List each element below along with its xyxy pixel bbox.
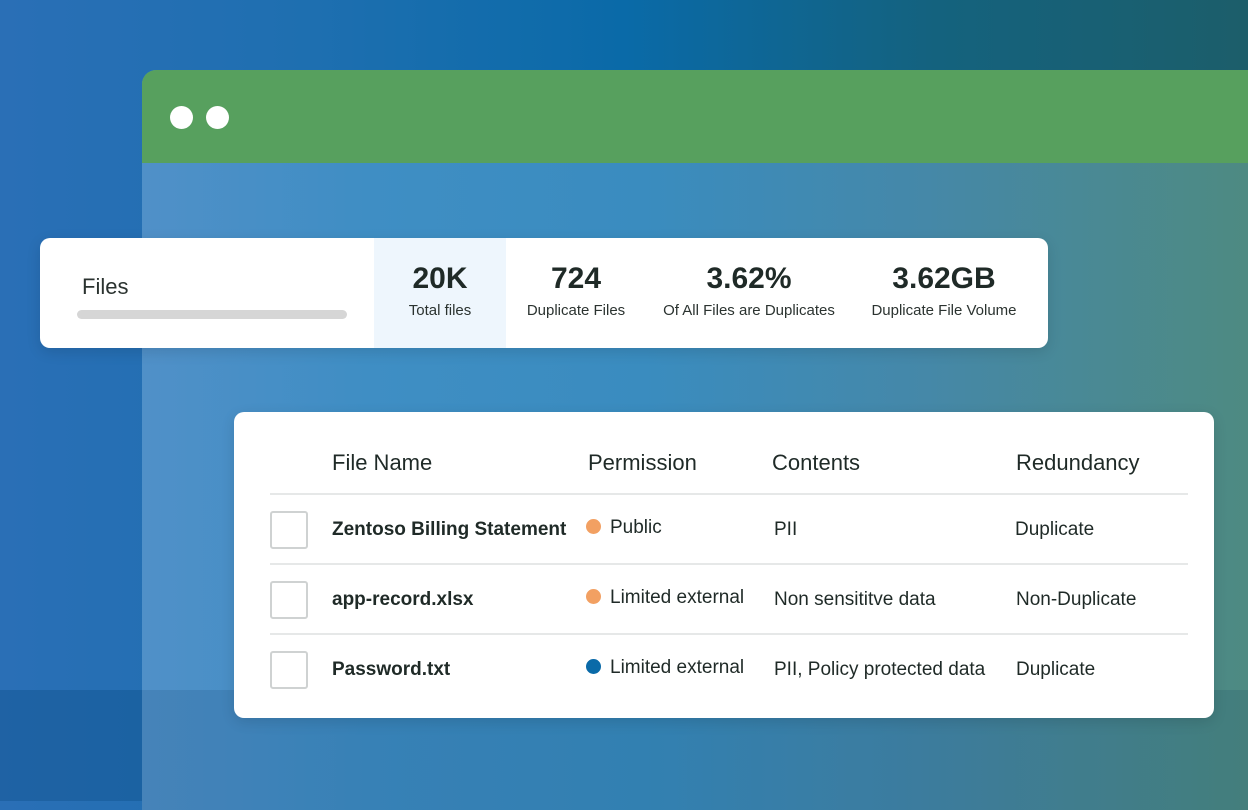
header-file-name[interactable]: File Name <box>332 450 433 475</box>
stat-value: 3.62GB <box>892 262 996 295</box>
permission-dot-icon <box>586 589 601 604</box>
stat-value: 3.62% <box>706 262 792 295</box>
files-summary: Files <box>40 238 374 348</box>
permission-label: Public <box>610 517 662 538</box>
stat-label: Of All Files are Duplicates <box>663 302 835 319</box>
stat-value: 20K <box>412 262 468 295</box>
permission: Public <box>586 517 662 539</box>
files-stats-card: Files 20K Total files 724 Duplicate File… <box>40 238 1048 348</box>
files-table: File Name Permission Contents Redundancy… <box>234 412 1214 718</box>
stat-duplicate-percent[interactable]: 3.62% Of All Files are Duplicates <box>646 238 852 348</box>
contents: PII, Policy protected data <box>774 659 986 680</box>
row-checkbox[interactable] <box>270 651 308 689</box>
table-row[interactable]: Zentoso Billing Statement Public PII Dup… <box>234 495 1214 565</box>
header-contents[interactable]: Contents <box>772 450 861 475</box>
file-name[interactable]: app-record.xlsx <box>332 589 474 610</box>
row-checkbox[interactable] <box>270 511 308 549</box>
redundancy: Non-Duplicate <box>1016 589 1137 610</box>
stat-duplicate-volume[interactable]: 3.62GB Duplicate File Volume <box>852 238 1036 348</box>
row-checkbox[interactable] <box>270 581 308 619</box>
permission-label: Limited external <box>610 587 745 608</box>
table-row[interactable]: Password.txt Limited external PII, Polic… <box>234 635 1214 705</box>
title-bar <box>142 70 1248 163</box>
divider <box>270 563 1188 565</box>
stat-total-files[interactable]: 20K Total files <box>374 238 506 348</box>
window-dot-icon[interactable] <box>170 106 193 129</box>
redundancy: Duplicate <box>1015 519 1095 540</box>
permission: Limited external <box>586 657 744 679</box>
files-progress-bar <box>77 310 347 319</box>
permission-label: Limited external <box>610 657 745 678</box>
permission-dot-icon <box>586 519 601 534</box>
header-permission[interactable]: Permission <box>588 450 697 475</box>
window-dot-icon[interactable] <box>206 106 229 129</box>
stat-label: Total files <box>408 302 472 319</box>
table-row[interactable]: app-record.xlsx Limited external Non sen… <box>234 565 1214 635</box>
divider <box>270 633 1188 635</box>
files-label: Files <box>82 274 129 299</box>
file-name[interactable]: Zentoso Billing Statement <box>332 519 567 540</box>
permission: Limited external <box>586 587 744 609</box>
divider <box>270 493 1188 495</box>
file-name[interactable]: Password.txt <box>332 659 451 680</box>
contents: Non sensititve data <box>774 589 936 610</box>
stat-label: Duplicate File Volume <box>871 302 1017 319</box>
permission-dot-icon <box>586 659 601 674</box>
stat-label: Duplicate Files <box>526 302 626 319</box>
stat-duplicate-files[interactable]: 724 Duplicate Files <box>506 238 646 348</box>
redundancy: Duplicate <box>1016 659 1096 680</box>
header-redundancy[interactable]: Redundancy <box>1016 450 1140 475</box>
contents: PII <box>774 519 798 540</box>
stat-value: 724 <box>550 262 602 295</box>
